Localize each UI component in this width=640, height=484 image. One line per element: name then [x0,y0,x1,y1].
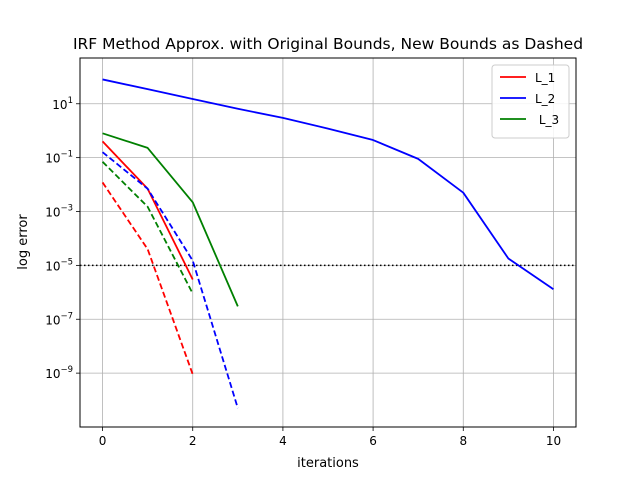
x-axis-label: iterations [297,456,359,471]
x-tick-label: 2 [189,434,197,448]
x-tick-label: 10 [546,434,561,448]
y-axis-label: log error [16,214,31,270]
y-tick-label: 10−3 [45,204,73,220]
series-line-1 [102,78,554,290]
legend-label: L_3 [535,113,559,127]
y-tick-label: 10−9 [45,365,73,381]
legend-label: L_1 [535,71,555,85]
y-tick-label: 10−5 [45,257,73,273]
y-tick-label: 10−1 [45,150,73,166]
y-tick-label: 101 [52,96,73,112]
plot-frame [79,57,577,428]
dashed-series-5 [101,161,194,294]
chart-title: IRF Method Approx. with Original Bounds,… [73,35,583,53]
x-tick-label: 8 [459,434,467,448]
dashed-series-4 [101,151,239,409]
series-line-2 [102,132,239,307]
x-tick-label: 6 [369,434,377,448]
x-tick-label: 0 [99,434,107,448]
x-tick-label: 4 [279,434,287,448]
y-tick-label: 10−7 [45,311,73,327]
legend-box [491,64,570,139]
legend-label: L_2 [535,92,555,106]
